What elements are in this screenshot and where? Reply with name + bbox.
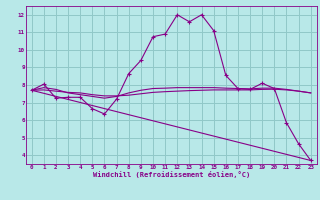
X-axis label: Windchill (Refroidissement éolien,°C): Windchill (Refroidissement éolien,°C)	[92, 171, 250, 178]
